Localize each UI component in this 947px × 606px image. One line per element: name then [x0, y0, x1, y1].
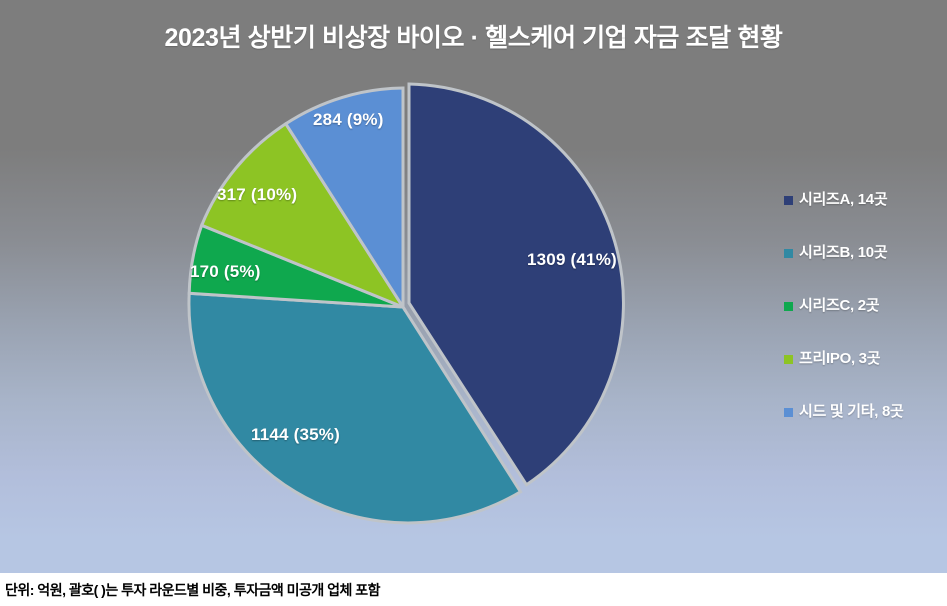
pie-label-seed-etc: 284 (9%) [313, 110, 384, 129]
legend-swatch-icon [784, 408, 793, 417]
chart-legend: 시리즈A, 14곳 시리즈B, 10곳 시리즈C, 2곳 프리IPO, 3곳 시… [784, 190, 944, 455]
pie-slice-series-b[interactable] [187, 291, 523, 525]
legend-item-series-b[interactable]: 시리즈B, 10곳 [784, 243, 944, 296]
legend-item-label: 시리즈B, 10곳 [799, 244, 888, 261]
legend-item-seed-etc[interactable]: 시드 및 기타, 8곳 [784, 402, 944, 455]
legend-swatch-icon [784, 196, 793, 205]
legend-item-label: 시리즈C, 2곳 [799, 297, 880, 314]
legend-swatch-icon [784, 249, 793, 258]
footnote-strip [0, 573, 947, 606]
pie-slices [187, 82, 625, 525]
pie-slice-seed-etc[interactable] [283, 86, 405, 313]
pie-label-series-c: 170 (5%) [190, 262, 261, 281]
legend-item-pre-ipo[interactable]: 프리IPO, 3곳 [784, 349, 944, 402]
legend-item-label: 프리IPO, 3곳 [799, 350, 881, 367]
pie-chart-svg [187, 82, 625, 525]
page-title: 2023년 상반기 비상장 바이오 · 헬스케어 기업 자금 조달 현황 [164, 24, 783, 52]
legend-item-series-a[interactable]: 시리즈A, 14곳 [784, 190, 944, 243]
pie-label-series-b: 1144 (35%) [251, 425, 340, 444]
legend-swatch-icon [784, 355, 793, 364]
legend-item-label: 시드 및 기타, 8곳 [799, 403, 904, 420]
pie-label-series-a: 1309 (41%) [527, 250, 617, 269]
footnote-text: 단위: 억원, 괄호( )는 투자 라운드별 비중, 투자금액 미공개 업체 포… [5, 582, 381, 598]
legend-swatch-icon [784, 302, 793, 311]
pie-chart [170, 72, 640, 542]
legend-item-label: 시리즈A, 14곳 [799, 191, 888, 208]
legend-item-series-c[interactable]: 시리즈C, 2곳 [784, 296, 944, 349]
pie-slice-series-a[interactable] [407, 82, 625, 487]
pie-label-pre-ipo: 317 (10%) [217, 185, 298, 204]
pie-slice-pre-ipo[interactable] [199, 121, 407, 311]
